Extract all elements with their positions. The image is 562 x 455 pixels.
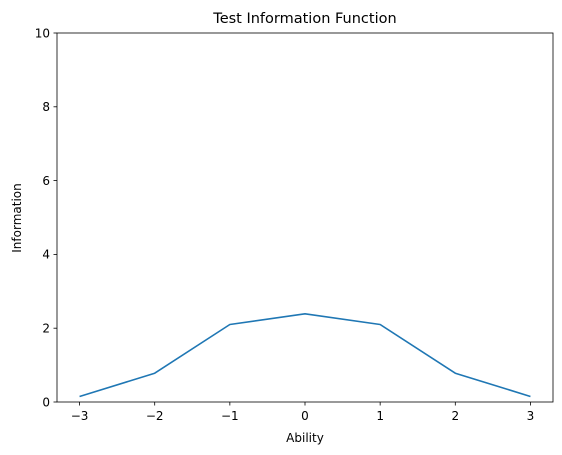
y-tick-label: 6: [42, 174, 50, 188]
x-tick-label: 1: [376, 409, 384, 423]
x-tick-label: −3: [71, 409, 89, 423]
y-tick-label: 10: [35, 26, 50, 40]
x-tick-label: 0: [301, 409, 309, 423]
y-tick-label: 8: [42, 100, 50, 114]
x-axis-label: Ability: [286, 431, 324, 445]
axis-ticks: −3 −2 −1 0 1 2 3 0 2 4 6 8 10: [35, 26, 535, 423]
chart-title: Test Information Function: [212, 11, 396, 27]
y-axis-label: Information: [10, 183, 24, 252]
y-tick-label: 0: [42, 395, 50, 409]
y-tick-label: 4: [42, 248, 50, 262]
x-tick-label: −2: [146, 409, 164, 423]
series-lines: [79, 313, 531, 398]
y-tick-label: 2: [42, 322, 50, 336]
plot-frame: [56, 32, 554, 403]
series-line-0: [79, 313, 531, 398]
x-tick-label: 2: [451, 409, 459, 423]
x-tick-label: −1: [221, 409, 239, 423]
x-tick-label: 3: [527, 409, 535, 423]
